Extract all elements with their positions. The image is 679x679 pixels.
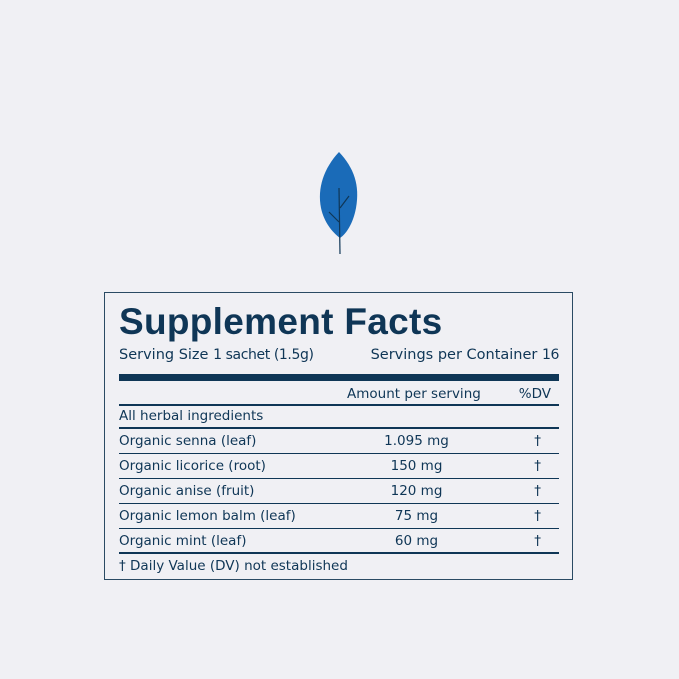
serving-size-label: Serving Size bbox=[119, 347, 209, 363]
ingredient-amount: 60 mg bbox=[394, 533, 439, 549]
servings-value: 16 bbox=[541, 347, 559, 363]
serving-size-value: 1 sachet (1.5g) bbox=[213, 347, 314, 363]
footnote: † Daily Value (DV) not established bbox=[119, 558, 348, 574]
ingredient-name: Organic senna (leaf) bbox=[119, 433, 257, 449]
ingredient-name: Organic anise (fruit) bbox=[119, 483, 255, 499]
ingredient-amount: 150 mg bbox=[390, 458, 443, 474]
servings-label: Servings per Container bbox=[370, 347, 538, 363]
ingredient-amount: 75 mg bbox=[394, 508, 439, 524]
leaf-icon bbox=[319, 152, 358, 255]
ingredient-name: Organic lemon balm (leaf) bbox=[119, 508, 296, 524]
col-amount: Amount per serving bbox=[347, 386, 481, 402]
col-dv: %DV bbox=[518, 386, 551, 402]
supplement-facts-panel: Supplement Facts Serving Size 1 sachet (… bbox=[104, 292, 573, 580]
column-header: Amount per serving %DV bbox=[119, 384, 559, 406]
ingredient-dv: † bbox=[534, 433, 541, 449]
table-row: Organic anise (fruit) 120 mg † bbox=[119, 479, 559, 504]
ingredient-amount: 120 mg bbox=[390, 483, 443, 499]
divider-bar bbox=[119, 374, 559, 381]
ingredient-dv: † bbox=[534, 483, 541, 499]
table-row: Organic licorice (root) 150 mg † bbox=[119, 454, 559, 479]
ingredient-name: Organic licorice (root) bbox=[119, 458, 266, 474]
table-row: Organic mint (leaf) 60 mg † bbox=[119, 529, 559, 554]
table-row: Organic lemon balm (leaf) 75 mg † bbox=[119, 504, 559, 529]
group-heading: All herbal ingredients bbox=[119, 406, 559, 429]
ingredient-rows: Organic senna (leaf) 1.095 mg † Organic li… bbox=[119, 429, 559, 554]
ingredient-dv: † bbox=[534, 533, 541, 549]
ingredient-name: Organic mint (leaf) bbox=[119, 533, 247, 549]
group-label: All herbal ingredients bbox=[119, 408, 264, 424]
panel-title: Supplement Facts bbox=[119, 301, 443, 342]
ingredient-amount: 1.095 mg bbox=[384, 433, 449, 449]
table-row: Organic senna (leaf) 1.095 mg † bbox=[119, 429, 559, 454]
ingredient-dv: † bbox=[534, 458, 541, 474]
ingredient-dv: † bbox=[534, 508, 541, 524]
serving-info: Serving Size 1 sachet (1.5g) Servings pe… bbox=[119, 347, 559, 363]
